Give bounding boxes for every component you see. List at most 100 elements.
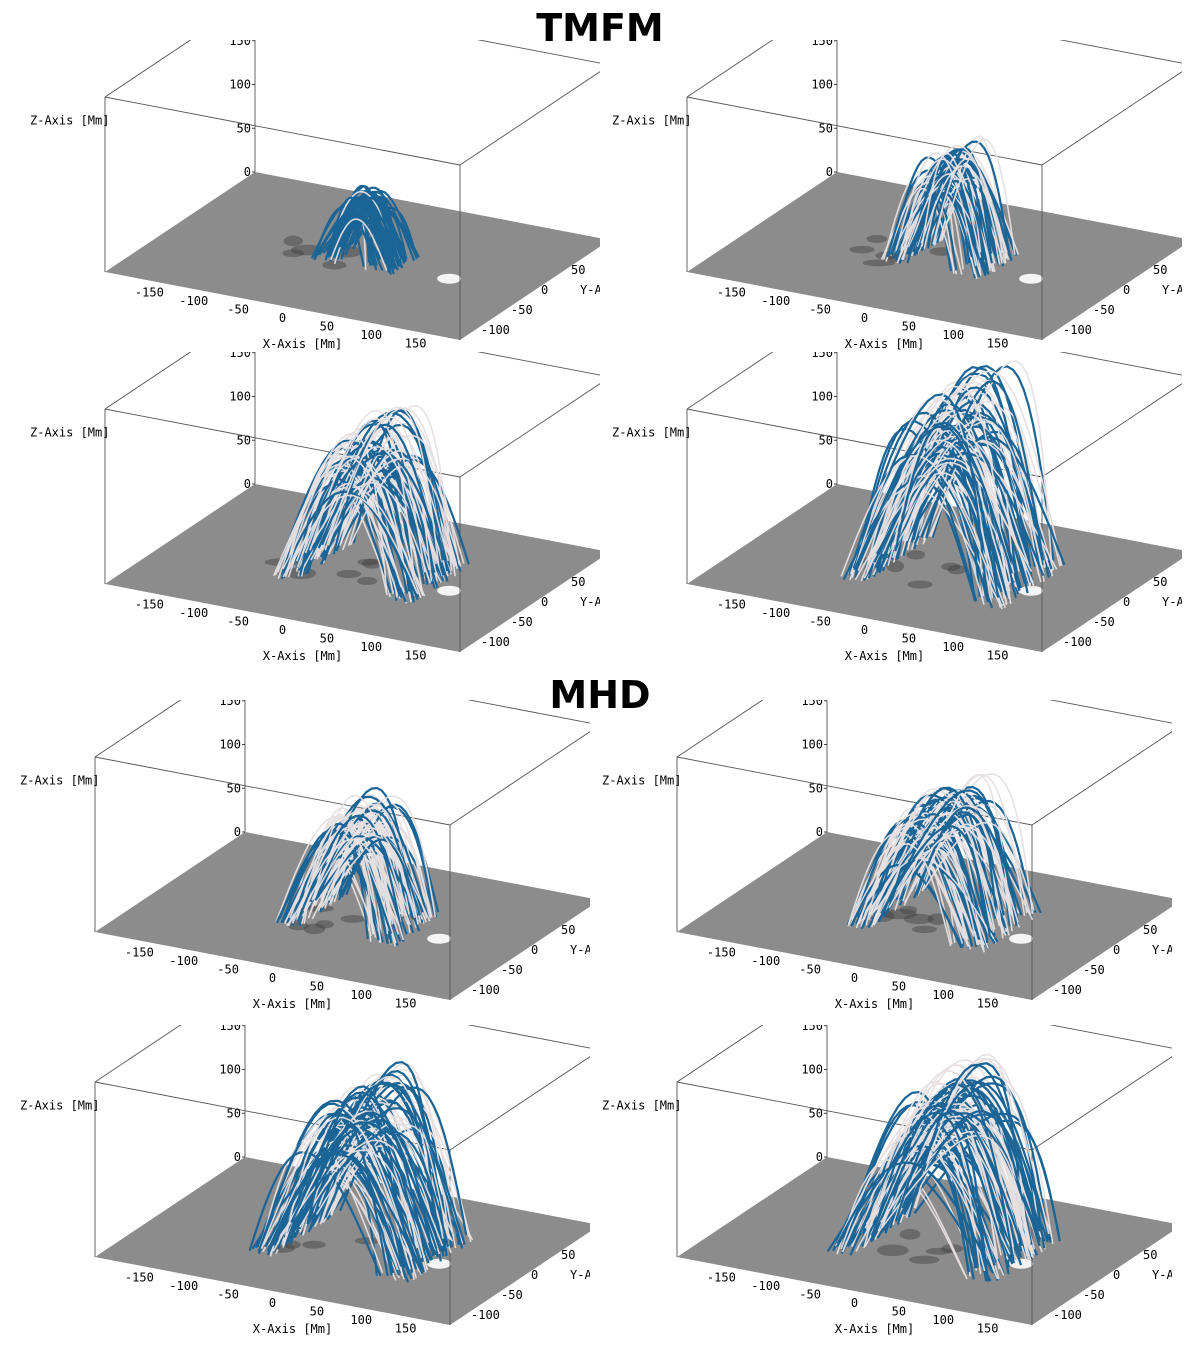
flux-rope-line: [271, 1096, 405, 1269]
field-line: [289, 816, 375, 935]
polarity-spot-negative: [340, 915, 366, 923]
x-tick-label: -50: [799, 1288, 821, 1302]
polarity-spot-negative: [911, 925, 938, 934]
y-axis-label: Y-Axis [Mm]: [1162, 283, 1182, 297]
x-tick-label: 100: [350, 988, 372, 1002]
z-tick-label: 150: [219, 1025, 241, 1033]
z-tick-label: 50: [227, 1106, 241, 1120]
z-tick-label: 150: [229, 352, 251, 360]
flux-rope-line: [920, 436, 1066, 566]
z-axis-label: Z-Axis [Mm]: [20, 774, 99, 788]
y-axis-label: Y-Axis [Mm]: [580, 283, 600, 297]
bounding-box-edge: [1041, 71, 1182, 166]
field-line: [283, 1124, 413, 1260]
polarity-spot-negative: [866, 234, 888, 243]
panel-tmfm-2: 050100150200-150-100-50050100150100500-5…: [582, 40, 1182, 360]
flux-rope-line: [853, 425, 1000, 598]
magnetic-field-3d-plot: 050100150200-150-100-50050100150100500-5…: [612, 352, 1182, 663]
y-tick-label: 50: [571, 575, 585, 589]
photosphere-plane: [105, 172, 600, 340]
polarity-spot-negative: [907, 580, 933, 589]
x-tick-label: -100: [179, 606, 208, 620]
y-tick-label: 50: [1143, 923, 1157, 937]
flux-rope-line: [324, 211, 378, 271]
flux-rope-line: [880, 825, 991, 935]
polarity-spot-negative: [876, 1244, 909, 1257]
x-tick-label: 150: [987, 649, 1009, 663]
z-tick-label: 100: [219, 1063, 241, 1077]
flux-rope-line: [341, 200, 403, 268]
y-tick-label: 0: [531, 943, 538, 957]
flux-rope-line: [320, 469, 429, 585]
y-tick-label: 0: [1123, 595, 1130, 609]
x-axis-label: X-Axis [Mm]: [835, 1322, 914, 1336]
x-tick-label: 100: [942, 328, 964, 342]
flux-rope-line: [883, 786, 997, 918]
field-line: [906, 437, 1029, 565]
y-tick-label: -50: [501, 963, 523, 977]
flux-rope-line: [298, 1128, 437, 1256]
field-line: [881, 1119, 1025, 1253]
photosphere-plane: [677, 832, 1172, 1000]
x-tick-label: -150: [125, 946, 154, 960]
polarity-spot-negative: [899, 1228, 921, 1240]
polarity-spot-negative: [908, 1255, 940, 1264]
z-tick-label: 100: [811, 390, 833, 404]
bounding-box-edge: [94, 756, 451, 826]
x-tick-label: 50: [902, 632, 916, 646]
x-tick-label: -100: [761, 606, 790, 620]
polarity-spot-positive: [437, 585, 462, 596]
photosphere-plane: [677, 1157, 1172, 1325]
flux-rope-line: [330, 196, 388, 264]
x-tick-label: 100: [942, 640, 964, 654]
panel-mhd-3: 050100150200-150-100-50050100150100500-5…: [0, 1025, 590, 1345]
polarity-spot-negative: [336, 569, 362, 579]
y-axis-label: Y-Axis [Mm]: [1152, 943, 1172, 957]
x-tick-label: -50: [217, 1288, 239, 1302]
field-line: [893, 826, 1019, 923]
bounding-box-edge: [104, 352, 192, 410]
x-axis-label: X-Axis [Mm]: [263, 337, 342, 351]
flux-rope-line: [887, 789, 1018, 927]
bounding-box-edge: [1049, 700, 1172, 724]
y-tick-label: -50: [511, 615, 533, 629]
x-tick-label: -100: [761, 294, 790, 308]
y-tick-label: 0: [1113, 1268, 1120, 1282]
polarity-spot-positive: [1009, 933, 1034, 944]
z-tick-label: 100: [801, 1063, 823, 1077]
x-tick-label: 50: [320, 632, 334, 646]
polarity-spot-negative: [881, 908, 917, 920]
field-line: [855, 843, 952, 947]
z-tick-label: 150: [801, 1025, 823, 1033]
bounding-box-edge: [686, 96, 1043, 166]
z-tick-label: 0: [234, 1150, 241, 1164]
y-tick-label: 0: [541, 283, 548, 297]
z-tick-label: 50: [227, 781, 241, 795]
polarity-spot-negative: [947, 565, 967, 575]
y-tick-label: -100: [1053, 1308, 1082, 1322]
y-axis-label: Y-Axis [Mm]: [580, 595, 600, 609]
field-line: [318, 1075, 448, 1232]
z-axis-label: Z-Axis [Mm]: [612, 426, 691, 440]
field-line: [283, 1106, 411, 1270]
field-line: [941, 138, 1016, 255]
polarity-spot-negative: [282, 249, 304, 258]
x-tick-label: 150: [987, 337, 1009, 351]
x-tick-label: 150: [395, 1322, 417, 1336]
field-line: [313, 794, 408, 916]
x-axis-label: X-Axis [Mm]: [835, 997, 914, 1011]
bounding-box-edge: [1041, 383, 1182, 478]
polarity-spot-negative: [315, 920, 334, 929]
z-axis-label: Z-Axis [Mm]: [30, 426, 109, 440]
x-tick-label: -150: [707, 1271, 736, 1285]
magnetic-field-3d-plot: 050100150200-150-100-50050100150100500-5…: [612, 40, 1182, 351]
bounding-box-edge: [467, 1025, 590, 1049]
field-line: [913, 1057, 1050, 1235]
x-tick-label: 100: [360, 328, 382, 342]
flux-rope-line: [281, 828, 384, 943]
y-tick-label: -50: [501, 1288, 523, 1302]
field-line: [283, 453, 388, 596]
field-line: [932, 157, 1008, 259]
z-tick-label: 0: [816, 1150, 823, 1164]
field-line: [282, 1149, 427, 1262]
